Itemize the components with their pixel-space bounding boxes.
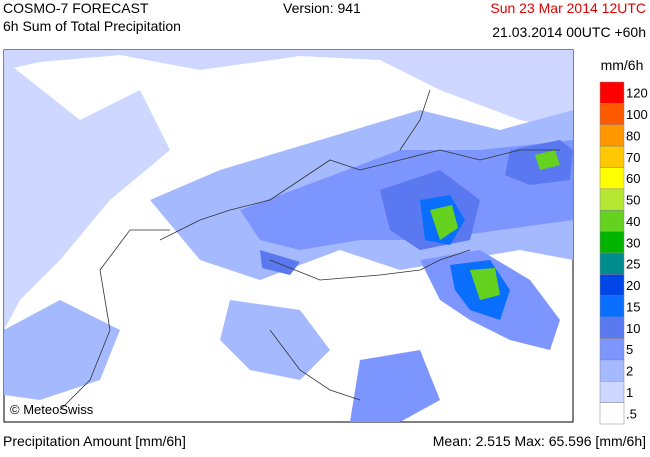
- legend-swatch: [599, 252, 625, 275]
- legend-label: 5: [626, 342, 633, 357]
- legend-swatch: [599, 167, 625, 190]
- footer-left: Precipitation Amount [mm/6h]: [3, 433, 186, 449]
- legend-swatch: [599, 81, 625, 104]
- legend-label: 40: [626, 214, 640, 229]
- legend-swatch: [599, 402, 625, 425]
- title: COSMO-7 FORECAST: [3, 0, 149, 16]
- legend-label: 70: [626, 150, 640, 165]
- legend-label: 60: [626, 171, 640, 186]
- legend-swatch: [599, 274, 625, 296]
- legend-swatch: [599, 103, 625, 125]
- subtitle: 6h Sum of Total Precipitation: [3, 18, 181, 34]
- legend-label: 15: [626, 299, 640, 314]
- legend-swatch: [599, 124, 625, 147]
- footer-right: Mean: 2.515 Max: 65.596 [mm/6h]: [433, 433, 646, 449]
- valid-time: Sun 23 Mar 2014 12UTC: [490, 0, 646, 16]
- legend-swatch: [599, 188, 625, 211]
- legend-label: 80: [626, 128, 640, 143]
- map: © MeteoSwiss: [3, 49, 574, 423]
- legend-swatch: [599, 316, 625, 339]
- legend-swatch: [599, 359, 625, 382]
- legend-label: 30: [626, 235, 640, 250]
- legend-label: 120: [626, 86, 648, 101]
- legend-label: 2: [626, 364, 633, 379]
- legend-swatch: [599, 210, 625, 232]
- legend-swatch: [599, 295, 625, 318]
- legend-label: 1: [626, 385, 633, 400]
- legend-label: .5: [626, 406, 637, 421]
- legend-swatch: [599, 145, 625, 168]
- legend-label: 50: [626, 193, 640, 208]
- legend-swatch: [599, 381, 625, 403]
- legend-unit: mm/6h: [601, 57, 644, 73]
- run-time: 21.03.2014 00UTC +60h: [492, 24, 646, 40]
- legend-label: 100: [626, 107, 648, 122]
- copyright: © MeteoSwiss: [10, 402, 94, 417]
- legend-swatch: [599, 338, 625, 361]
- legend-swatch: [599, 231, 625, 254]
- legend-label: 25: [626, 257, 640, 272]
- legend-label: 20: [626, 278, 640, 293]
- legend-label: 10: [626, 321, 640, 336]
- legend: mm/6h 120 100 80 70 60 50 40 30 25 20 15 10 5 2 1 .5: [599, 57, 648, 425]
- version: Version: 941: [283, 0, 361, 16]
